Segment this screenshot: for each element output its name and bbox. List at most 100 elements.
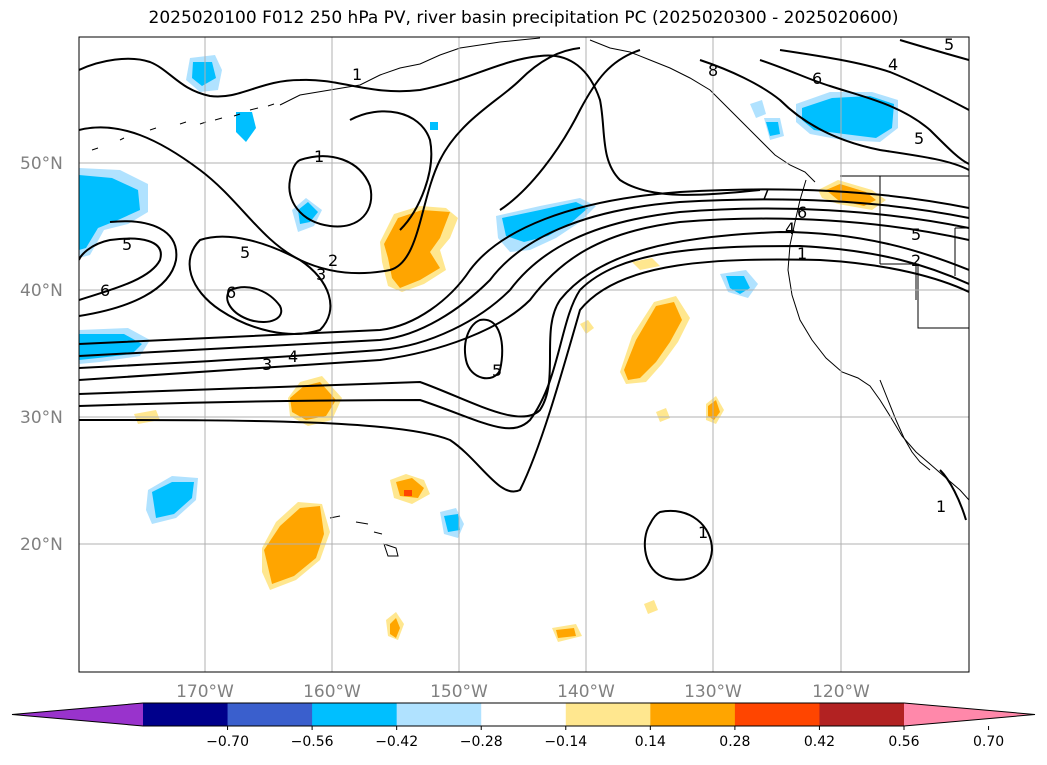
negative-precip-regions <box>79 55 898 538</box>
contour-label: 3 <box>262 355 272 374</box>
colorbar-segment <box>734 703 820 726</box>
pos-region <box>556 628 576 638</box>
colorbar-segment <box>481 703 567 726</box>
neg-region <box>192 62 216 86</box>
neg-region <box>750 100 766 118</box>
pv-contour <box>79 237 162 301</box>
colorbar-tick-label: 0.14 <box>635 734 666 750</box>
contour-label: 5 <box>492 361 502 380</box>
pv-contour <box>79 47 581 275</box>
lon-label: 160°W <box>303 682 361 702</box>
pv-contour <box>79 258 969 493</box>
lat-axis: 50°N 40°N 30°N 20°N <box>20 154 63 555</box>
pv-contour <box>79 198 969 357</box>
aleutians <box>91 103 275 151</box>
colorbar-tick-label: 0.28 <box>719 734 750 750</box>
pv-contour <box>226 286 283 324</box>
pos-region <box>390 618 400 638</box>
contour-label: 8 <box>708 61 718 80</box>
colorbar-tick-label: 0.70 <box>973 734 1004 750</box>
pv-contour <box>779 49 969 111</box>
plot-frame <box>78 36 970 673</box>
pos-region <box>264 506 324 584</box>
lon-label: 140°W <box>557 682 615 702</box>
pv-contour <box>79 207 969 369</box>
lat-label: 20°N <box>20 535 63 555</box>
colorbar-segment <box>565 703 651 726</box>
contour-label: 3 <box>316 265 326 284</box>
colorbar-tick-label: −0.28 <box>460 734 503 750</box>
colorbar: −0.70 −0.56 −0.42 −0.28 −0.14 0.14 0.28 0.42 0.5… <box>11 702 1036 750</box>
pv-contour <box>699 59 969 171</box>
alaska-coast <box>279 37 541 106</box>
pv-contours <box>79 39 969 581</box>
neg-region <box>298 202 318 224</box>
contour-label: 6 <box>812 69 822 88</box>
contour-label: 5 <box>944 35 954 54</box>
neg-region <box>152 482 194 518</box>
pos-region <box>708 400 720 420</box>
hawaii-islands <box>329 515 399 557</box>
pos-region <box>624 302 682 380</box>
pos-region <box>632 258 660 270</box>
contour-label: 4 <box>888 55 898 74</box>
colorbar-tick-label: −0.70 <box>206 734 249 750</box>
pv-contour <box>759 59 969 165</box>
colorbar-segment <box>396 703 482 726</box>
pv-contour <box>939 469 967 521</box>
colorbar-extend-min <box>12 703 143 726</box>
neg-region <box>430 122 438 130</box>
contour-label: 4 <box>785 219 795 238</box>
neg-region <box>236 112 256 142</box>
colorbar-segment <box>227 703 313 726</box>
pv-contour <box>349 110 433 231</box>
colorbar-outline <box>11 702 1036 727</box>
colorbar-segment <box>650 703 736 726</box>
borders <box>840 175 969 329</box>
contour-labels: 1 1 8 6 4 5 5 6 2 3 5 7 6 4 1 5 2 6 4 3 … <box>100 35 954 542</box>
pos-region <box>404 490 412 496</box>
pv-contour <box>899 39 969 61</box>
pv-contour <box>79 54 761 196</box>
pv-contour <box>288 155 373 228</box>
contour-label: 5 <box>914 129 924 148</box>
pv-contour <box>464 318 504 380</box>
neg-region <box>766 122 780 136</box>
contour-label: 1 <box>936 497 946 516</box>
contour-label: 7 <box>760 185 770 204</box>
contour-label: 6 <box>226 283 236 302</box>
contour-label: 2 <box>328 251 338 270</box>
lat-label: 50°N <box>20 154 63 174</box>
lon-axis: 170°W 160°W 150°W 140°W 130°W 120°W <box>176 682 870 702</box>
lon-label: 150°W <box>430 682 488 702</box>
contour-label: 1 <box>797 244 807 263</box>
colorbar-tick-label: 0.42 <box>804 734 835 750</box>
contour-label: 1 <box>314 147 324 166</box>
colorbar-tick-label: 0.56 <box>888 734 919 750</box>
colorbar-segment <box>819 703 905 726</box>
contour-label: 2 <box>911 251 921 270</box>
colorbar-tick-label: −0.42 <box>375 734 418 750</box>
neg-region <box>79 175 140 250</box>
lon-label: 120°W <box>812 682 870 702</box>
colorbar-segment <box>312 703 398 726</box>
contour-label: 5 <box>911 225 921 244</box>
contour-label: 5 <box>240 243 250 262</box>
pv-contour <box>79 244 969 430</box>
lon-label: 130°W <box>684 682 742 702</box>
contour-label: 5 <box>122 235 132 254</box>
pv-contour <box>79 230 969 418</box>
colorbar-segment <box>143 703 229 726</box>
neg-region <box>802 96 894 138</box>
contour-label: 6 <box>100 281 110 300</box>
neg-region <box>444 514 460 532</box>
plot-area <box>79 37 969 672</box>
colorbar-tick-label: −0.56 <box>291 734 334 750</box>
baja <box>879 379 931 471</box>
pos-region <box>396 478 424 498</box>
pos-region <box>826 184 876 206</box>
map-title: 2025020100 F012 250 hPa PV, river basin … <box>148 8 899 28</box>
pos-region <box>644 600 658 614</box>
pv-contour <box>79 217 969 381</box>
